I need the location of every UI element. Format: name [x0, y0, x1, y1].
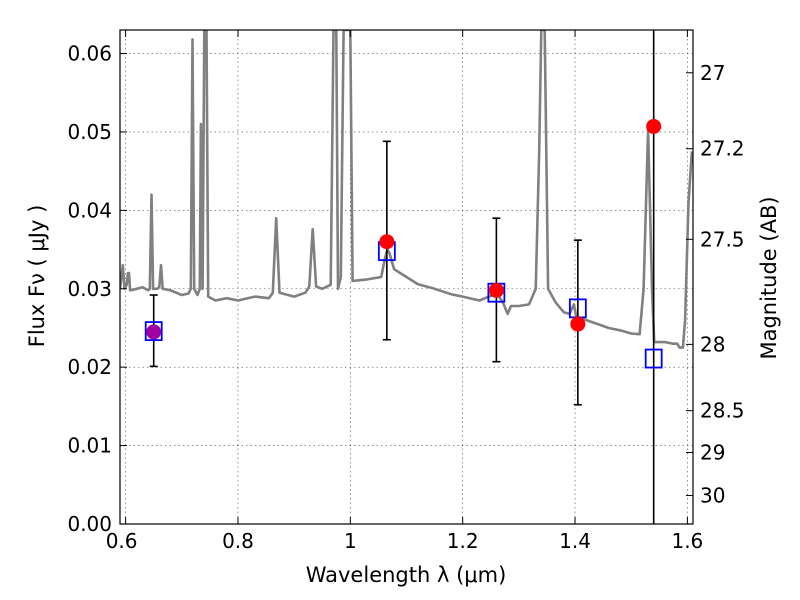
model-photometry-square: [144, 321, 163, 342]
observed-photometry-point: [146, 324, 162, 340]
y-tick-label: 0.05: [67, 120, 112, 144]
y-tick-label: 0.00: [67, 512, 112, 536]
y-tick-label: 0.06: [67, 42, 112, 66]
observed-photometry-point: [646, 118, 662, 134]
y-axis-label: Flux Fν ( μJy ): [25, 205, 49, 348]
right-tick-labels: 27 27.2 27.5 28 28.5 29 30: [700, 61, 745, 508]
y-tick-label: 0.01: [67, 434, 112, 458]
right-tick-label: 30: [700, 484, 725, 508]
right-tick-label: 29: [700, 440, 725, 464]
y-tick-label: 0.03: [67, 277, 112, 301]
x-tick-label: 1.6: [671, 529, 703, 553]
observed-photometry: [146, 118, 662, 340]
right-axis-label: Magnitude (AB): [757, 196, 781, 359]
right-tick-label: 27: [700, 61, 725, 85]
y-tick-label: 0.04: [67, 198, 112, 222]
spectrum-line: [120, 30, 693, 349]
right-tick-label: 28.5: [700, 399, 745, 423]
plot-frame: [119, 29, 694, 525]
axis-ticks: [120, 30, 693, 525]
x-tick-label: 1.2: [447, 529, 479, 553]
y-tick-label: 0.02: [67, 355, 112, 379]
model-spectrum: [120, 30, 693, 349]
observed-photometry-point: [379, 234, 395, 250]
right-tick-label: 28: [700, 332, 725, 356]
observed-photometry-point: [488, 282, 504, 298]
observed-photometry-point: [570, 316, 586, 332]
right-tick-label: 27.2: [700, 137, 745, 161]
x-tick-label: 1.4: [559, 529, 591, 553]
x-tick-labels: 0.8 1 1.2 1.4 1.6 0.6: [106, 529, 704, 553]
x-tick-label: 0.6: [106, 529, 138, 553]
right-tick-label: 27.5: [700, 227, 745, 251]
x-tick-label: 0.8: [222, 529, 254, 553]
x-axis-label: Wavelength λ (μm): [306, 563, 507, 587]
model-photometry-square: [644, 348, 663, 369]
x-tick-label: 1: [344, 529, 357, 553]
y-tick-labels: 0.00 0.01 0.02 0.03 0.04 0.05 0.06: [67, 42, 112, 536]
